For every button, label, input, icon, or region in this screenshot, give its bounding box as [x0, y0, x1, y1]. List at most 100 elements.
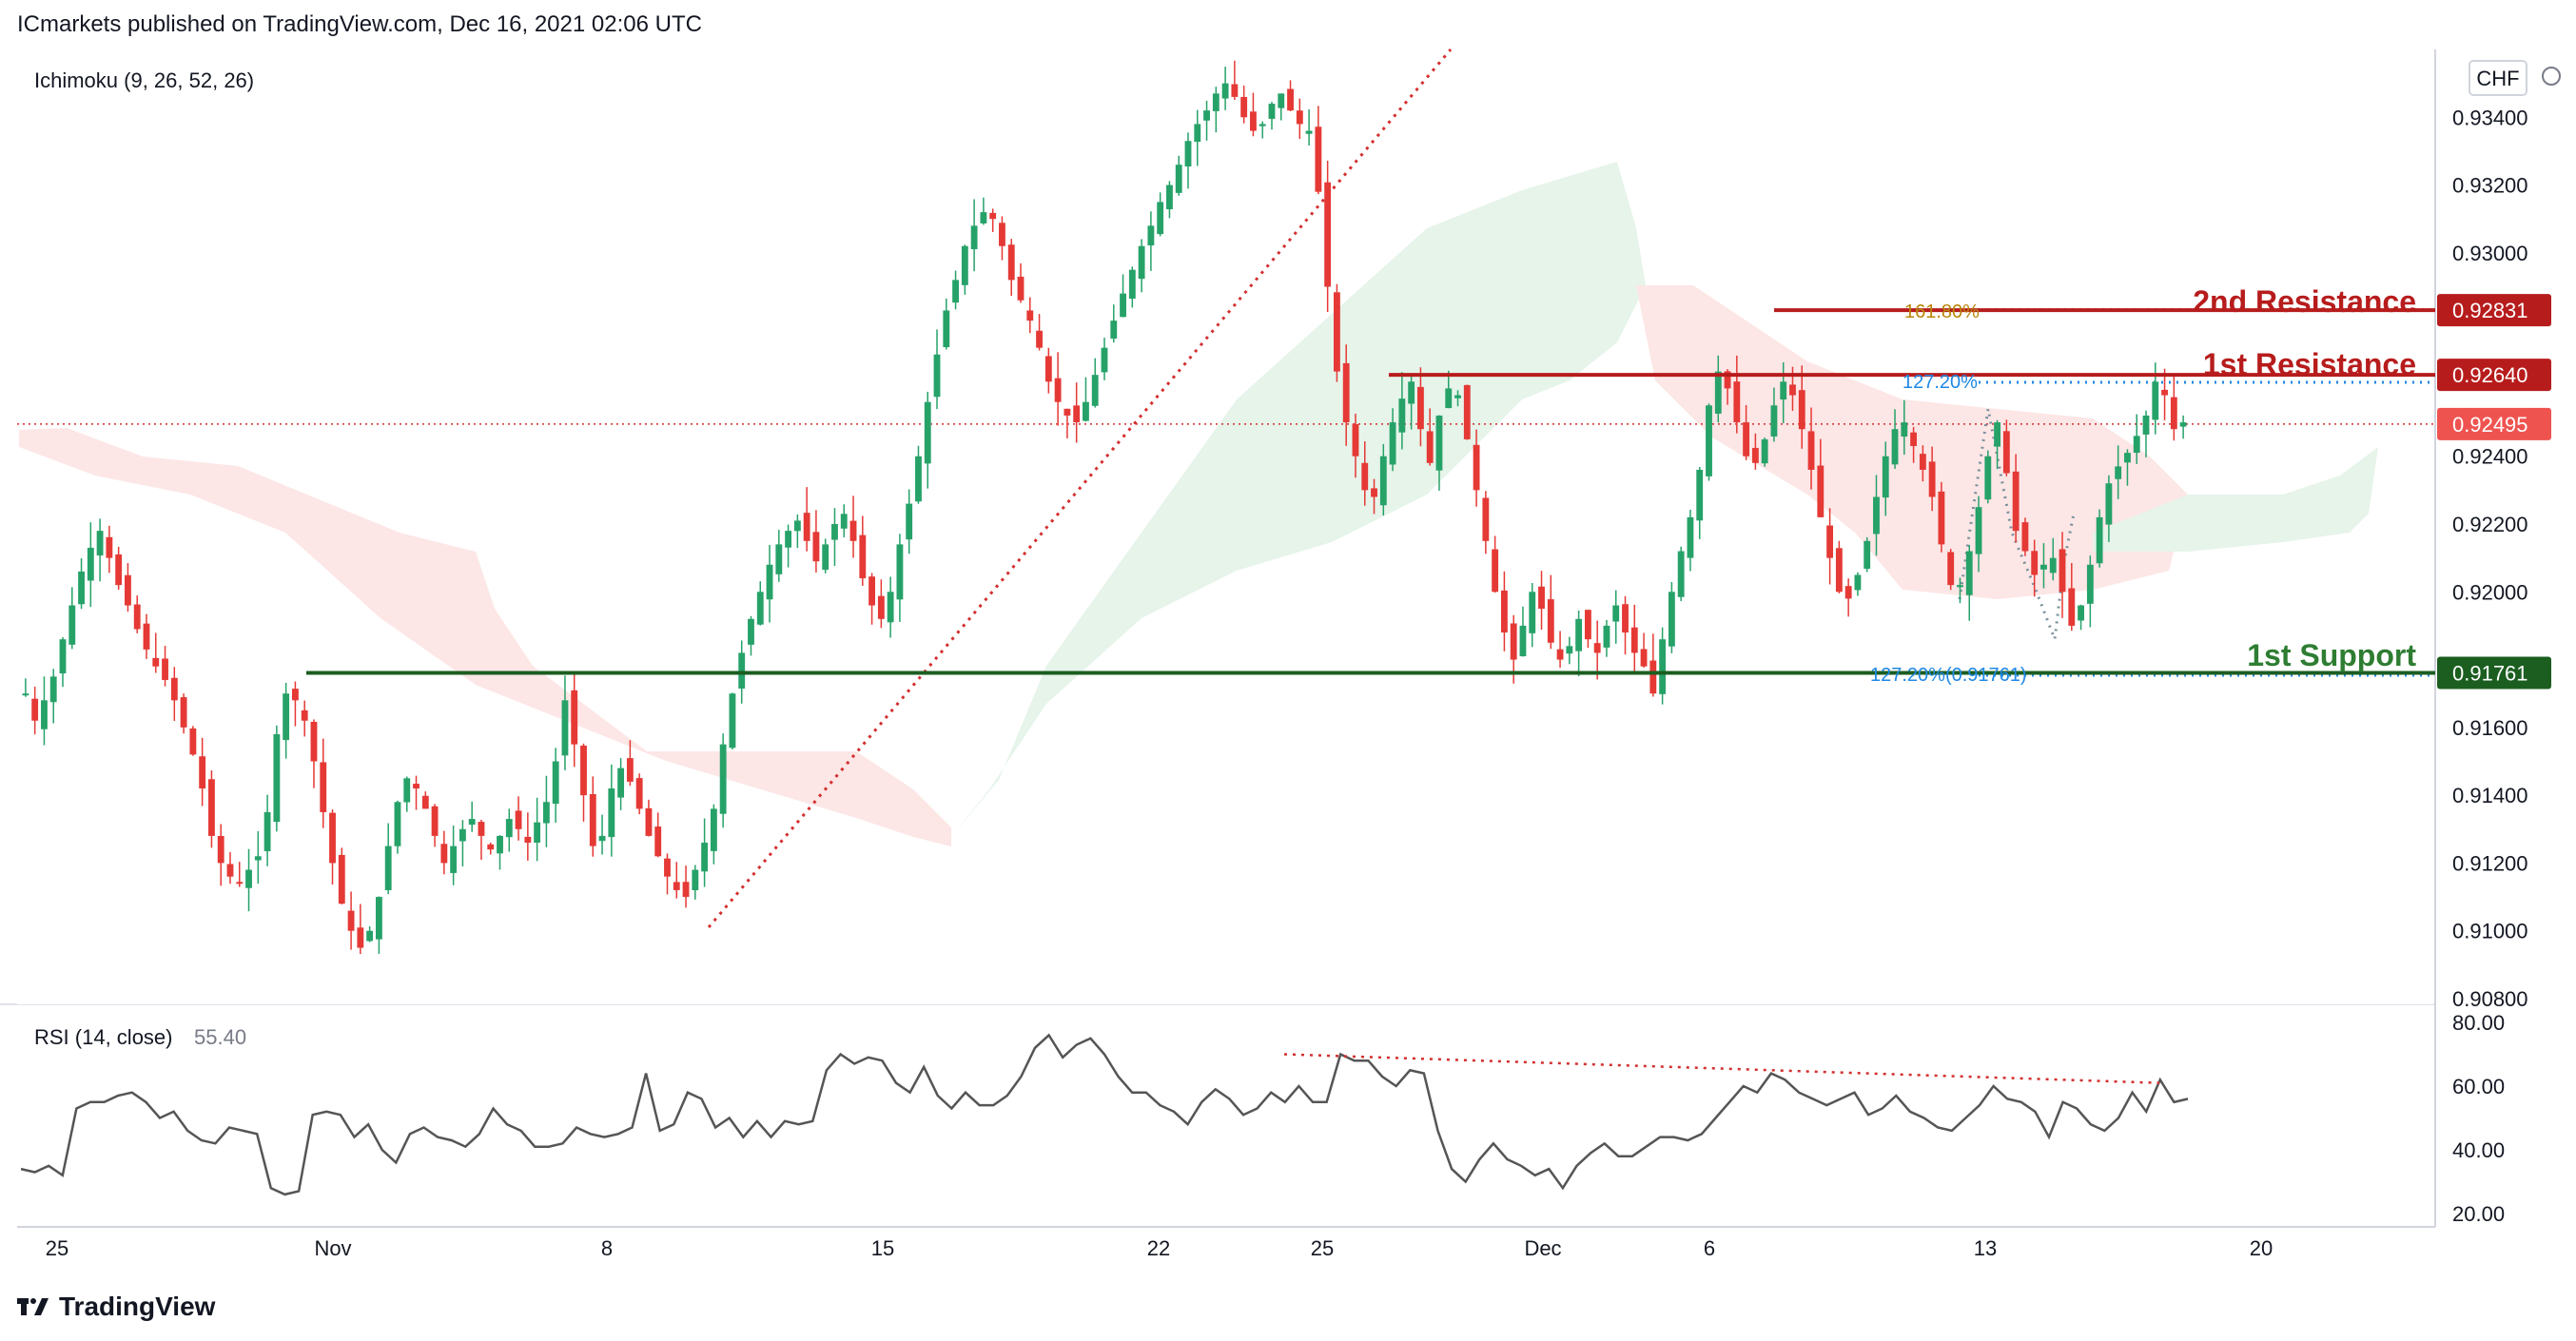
price-tick-9: 0.91000	[2452, 920, 2528, 943]
candle-body-114	[1083, 401, 1089, 421]
candle-body-102	[970, 225, 978, 250]
candle-body-44	[431, 806, 439, 836]
candle-body-221	[2078, 605, 2084, 621]
candle-body-139	[1315, 126, 1322, 192]
candle-body-74	[710, 808, 717, 851]
candle-body-83	[793, 520, 801, 532]
candle-body-153	[1445, 388, 1453, 409]
candle-body-35	[347, 910, 355, 931]
candle-body-164	[1547, 599, 1554, 643]
fib-161-label: 161.80%	[1904, 301, 1980, 322]
price-label-bg-2	[2437, 407, 2551, 440]
rsi-tick-1: 60.00	[2452, 1075, 2505, 1098]
time-tick-9: 20	[2250, 1236, 2273, 1260]
candle-body-215	[2021, 522, 2029, 552]
price-tick-3: 0.92400	[2452, 445, 2528, 469]
candle-body-17	[180, 697, 187, 728]
candle-body-99	[943, 310, 950, 348]
time-axis[interactable]: 25 Nov 8 15 22 25 Dec 6 13 20	[46, 1236, 2273, 1260]
candle-body-196	[1844, 586, 1852, 599]
candle-body-149	[1408, 381, 1415, 404]
candle-body-47	[459, 828, 466, 842]
candle-body-10	[115, 554, 123, 586]
candle-body-207	[1947, 552, 1955, 586]
time-tick-6: Dec	[1524, 1236, 1561, 1260]
candle-body-80	[766, 564, 773, 600]
candle-body-211	[1984, 456, 1992, 500]
cloud-bull-1	[951, 162, 1646, 837]
candle-body-121	[1147, 225, 1155, 246]
price-label-3: 0.91761	[2452, 661, 2528, 685]
candle-body-103	[980, 212, 987, 224]
candle-body-191	[1798, 390, 1805, 430]
candle-body-128	[1212, 93, 1220, 111]
candle-body-29	[291, 689, 299, 701]
candle-body-209	[1965, 551, 1973, 595]
rsi-value: 55.40	[194, 1025, 246, 1049]
candle-body-50	[487, 844, 495, 850]
candle-body-87	[831, 524, 838, 540]
currency-badge[interactable]	[2469, 60, 2527, 96]
support1-label: 1st Support	[2247, 638, 2416, 672]
tradingview-logo-icon	[17, 1298, 49, 1315]
time-tick-8: 13	[1974, 1236, 1997, 1260]
candle-body-100	[952, 280, 959, 303]
time-tick-4: 22	[1147, 1236, 1170, 1260]
candle-body-91	[868, 576, 876, 606]
candles	[22, 60, 2187, 955]
candle-body-218	[2049, 557, 2057, 573]
levels	[306, 308, 2435, 675]
candle-body-77	[738, 652, 746, 690]
candle-body-148	[1398, 398, 1406, 433]
tradingview-brand[interactable]: TradingView	[17, 1292, 215, 1322]
candle-body-146	[1379, 456, 1387, 506]
candle-body-109	[1036, 330, 1043, 348]
candle-body-4	[59, 639, 67, 674]
candle-body-216	[2031, 551, 2039, 575]
price-label-bg-0	[2437, 294, 2551, 327]
rsi-label[interactable]: RSI (14, close)	[34, 1025, 173, 1049]
candle-body-19	[199, 756, 206, 789]
candle-body-21	[217, 836, 224, 864]
candle-body-156	[1473, 444, 1480, 491]
candle-body-75	[719, 744, 727, 814]
candle-body-46	[450, 845, 458, 873]
settings-icon[interactable]	[2542, 67, 2561, 86]
candle-body-185	[1743, 422, 1750, 457]
price-axis[interactable]: 0.93400 0.93200 0.93000 0.92400 0.92200 0.920…	[2452, 106, 2528, 1226]
candle-body-199	[1873, 496, 1880, 534]
currency-text: CHF	[2476, 67, 2519, 90]
candle-body-66	[635, 778, 643, 809]
time-tick-3: 15	[871, 1236, 894, 1260]
candle-body-152	[1435, 415, 1443, 471]
indicator-label[interactable]: Ichimoku (9, 26, 52, 26)	[34, 68, 254, 92]
candle-body-111	[1054, 378, 1062, 402]
candle-body-101	[961, 245, 968, 285]
price-label-0: 0.92831	[2452, 299, 2528, 322]
candle-body-61	[589, 793, 596, 846]
candle-body-124	[1175, 165, 1182, 193]
candle-body-189	[1780, 381, 1787, 400]
price-tick-0: 0.93400	[2452, 106, 2528, 129]
candle-body-232	[2179, 422, 2187, 427]
fib-127-top-label: 127.20%	[1903, 372, 1978, 393]
candle-body-188	[1770, 405, 1778, 437]
candle-body-58	[561, 700, 569, 756]
candle-body-136	[1287, 88, 1294, 111]
candle-body-168	[1584, 610, 1591, 640]
candle-body-141	[1333, 292, 1340, 372]
candle-body-68	[654, 826, 662, 857]
time-tick-0: 25	[46, 1236, 68, 1260]
pane-gap	[17, 999, 2433, 1004]
candle-body-173	[1630, 627, 1638, 653]
candle-body-220	[2068, 588, 2076, 626]
candle-body-125	[1184, 141, 1192, 167]
candle-body-116	[1101, 347, 1108, 373]
price-tick-2: 0.93000	[2452, 242, 2528, 265]
candle-body-142	[1342, 362, 1350, 423]
candle-body-222	[2086, 564, 2094, 604]
candle-body-225	[2115, 466, 2122, 479]
time-tick-1: Nov	[314, 1236, 351, 1260]
candle-body-212	[1994, 422, 2000, 447]
